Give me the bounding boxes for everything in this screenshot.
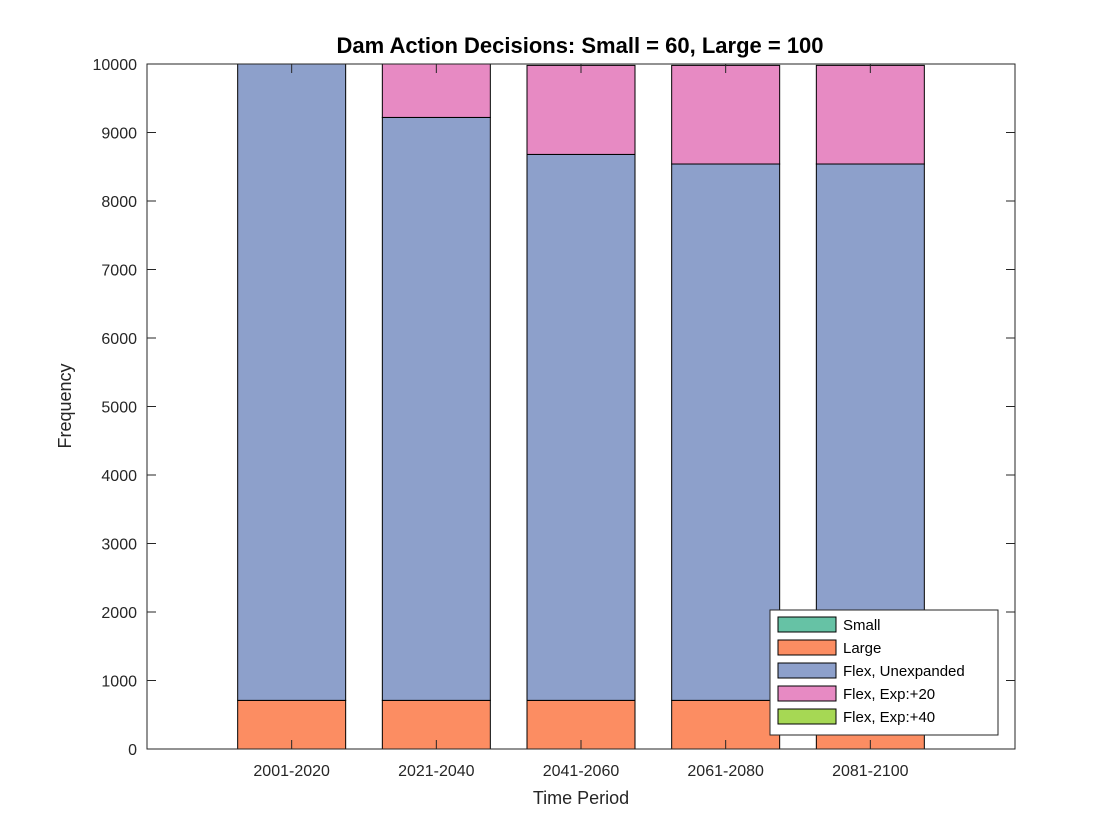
y-tick-label: 10000 xyxy=(93,57,138,74)
legend-swatch xyxy=(777,662,837,679)
legend-entry-label: Large xyxy=(843,640,881,657)
y-tick-label: 5000 xyxy=(101,400,137,417)
legend-entry-label: Flex, Unexpanded xyxy=(843,663,965,680)
legend-entry-label: Small xyxy=(843,617,881,634)
chart-title: Dam Action Decisions: Small = 60, Large … xyxy=(336,33,823,58)
x-tick-label: 2001-2020 xyxy=(253,763,330,780)
bar-segment-flex-unexpanded-2041-2060 xyxy=(526,153,636,701)
y-axis-label: Frequency xyxy=(55,363,75,448)
x-tick-label: 2021-2040 xyxy=(398,763,475,780)
x-axis-label: Time Period xyxy=(533,788,629,808)
x-tick-label: 2081-2100 xyxy=(832,763,909,780)
y-tick-label: 6000 xyxy=(101,331,137,348)
bar-segment-flex-exp-20-2021-2040 xyxy=(381,63,491,118)
y-tick-label: 8000 xyxy=(101,194,137,211)
y-tick-label: 9000 xyxy=(101,126,137,143)
bar-segment-flex-exp-20-2061-2080 xyxy=(671,64,781,165)
x-tick-label: 2061-2080 xyxy=(687,763,764,780)
bar-segment-flex-unexpanded-2061-2080 xyxy=(671,163,781,701)
bar-segment-flex-exp-20-2081-2100 xyxy=(815,64,925,165)
legend-swatch xyxy=(777,685,837,702)
y-tick-label: 1000 xyxy=(101,674,137,691)
bar-segment-flex-exp-20-2041-2060 xyxy=(526,64,636,155)
bar-segment-flex-unexpanded-2021-2040 xyxy=(381,116,491,701)
bars-layer xyxy=(237,63,925,750)
legend-swatch xyxy=(777,639,837,656)
legend-entry-label: Flex, Exp:+20 xyxy=(843,686,935,703)
y-tick-label: 2000 xyxy=(101,605,137,622)
y-tick-label: 3000 xyxy=(101,537,137,554)
legend-entry-label: Flex, Exp:+40 xyxy=(843,709,935,726)
legend-swatch xyxy=(777,708,837,725)
ticks-layer: 0 1000 2000 3000 4000 5000 6000 7000 8000 9000 100… xyxy=(93,57,1015,780)
bar-segment-flex-unexpanded-2001-2020 xyxy=(237,63,347,701)
y-tick-label: 4000 xyxy=(101,468,137,485)
y-tick-label: 0 xyxy=(128,742,137,759)
legend-swatch xyxy=(777,616,837,633)
y-tick-label: 7000 xyxy=(101,263,137,280)
legend: Small Large Flex, Unexpanded Flex, Exp:+20 F… xyxy=(769,609,999,736)
x-tick-label: 2041-2060 xyxy=(543,763,620,780)
